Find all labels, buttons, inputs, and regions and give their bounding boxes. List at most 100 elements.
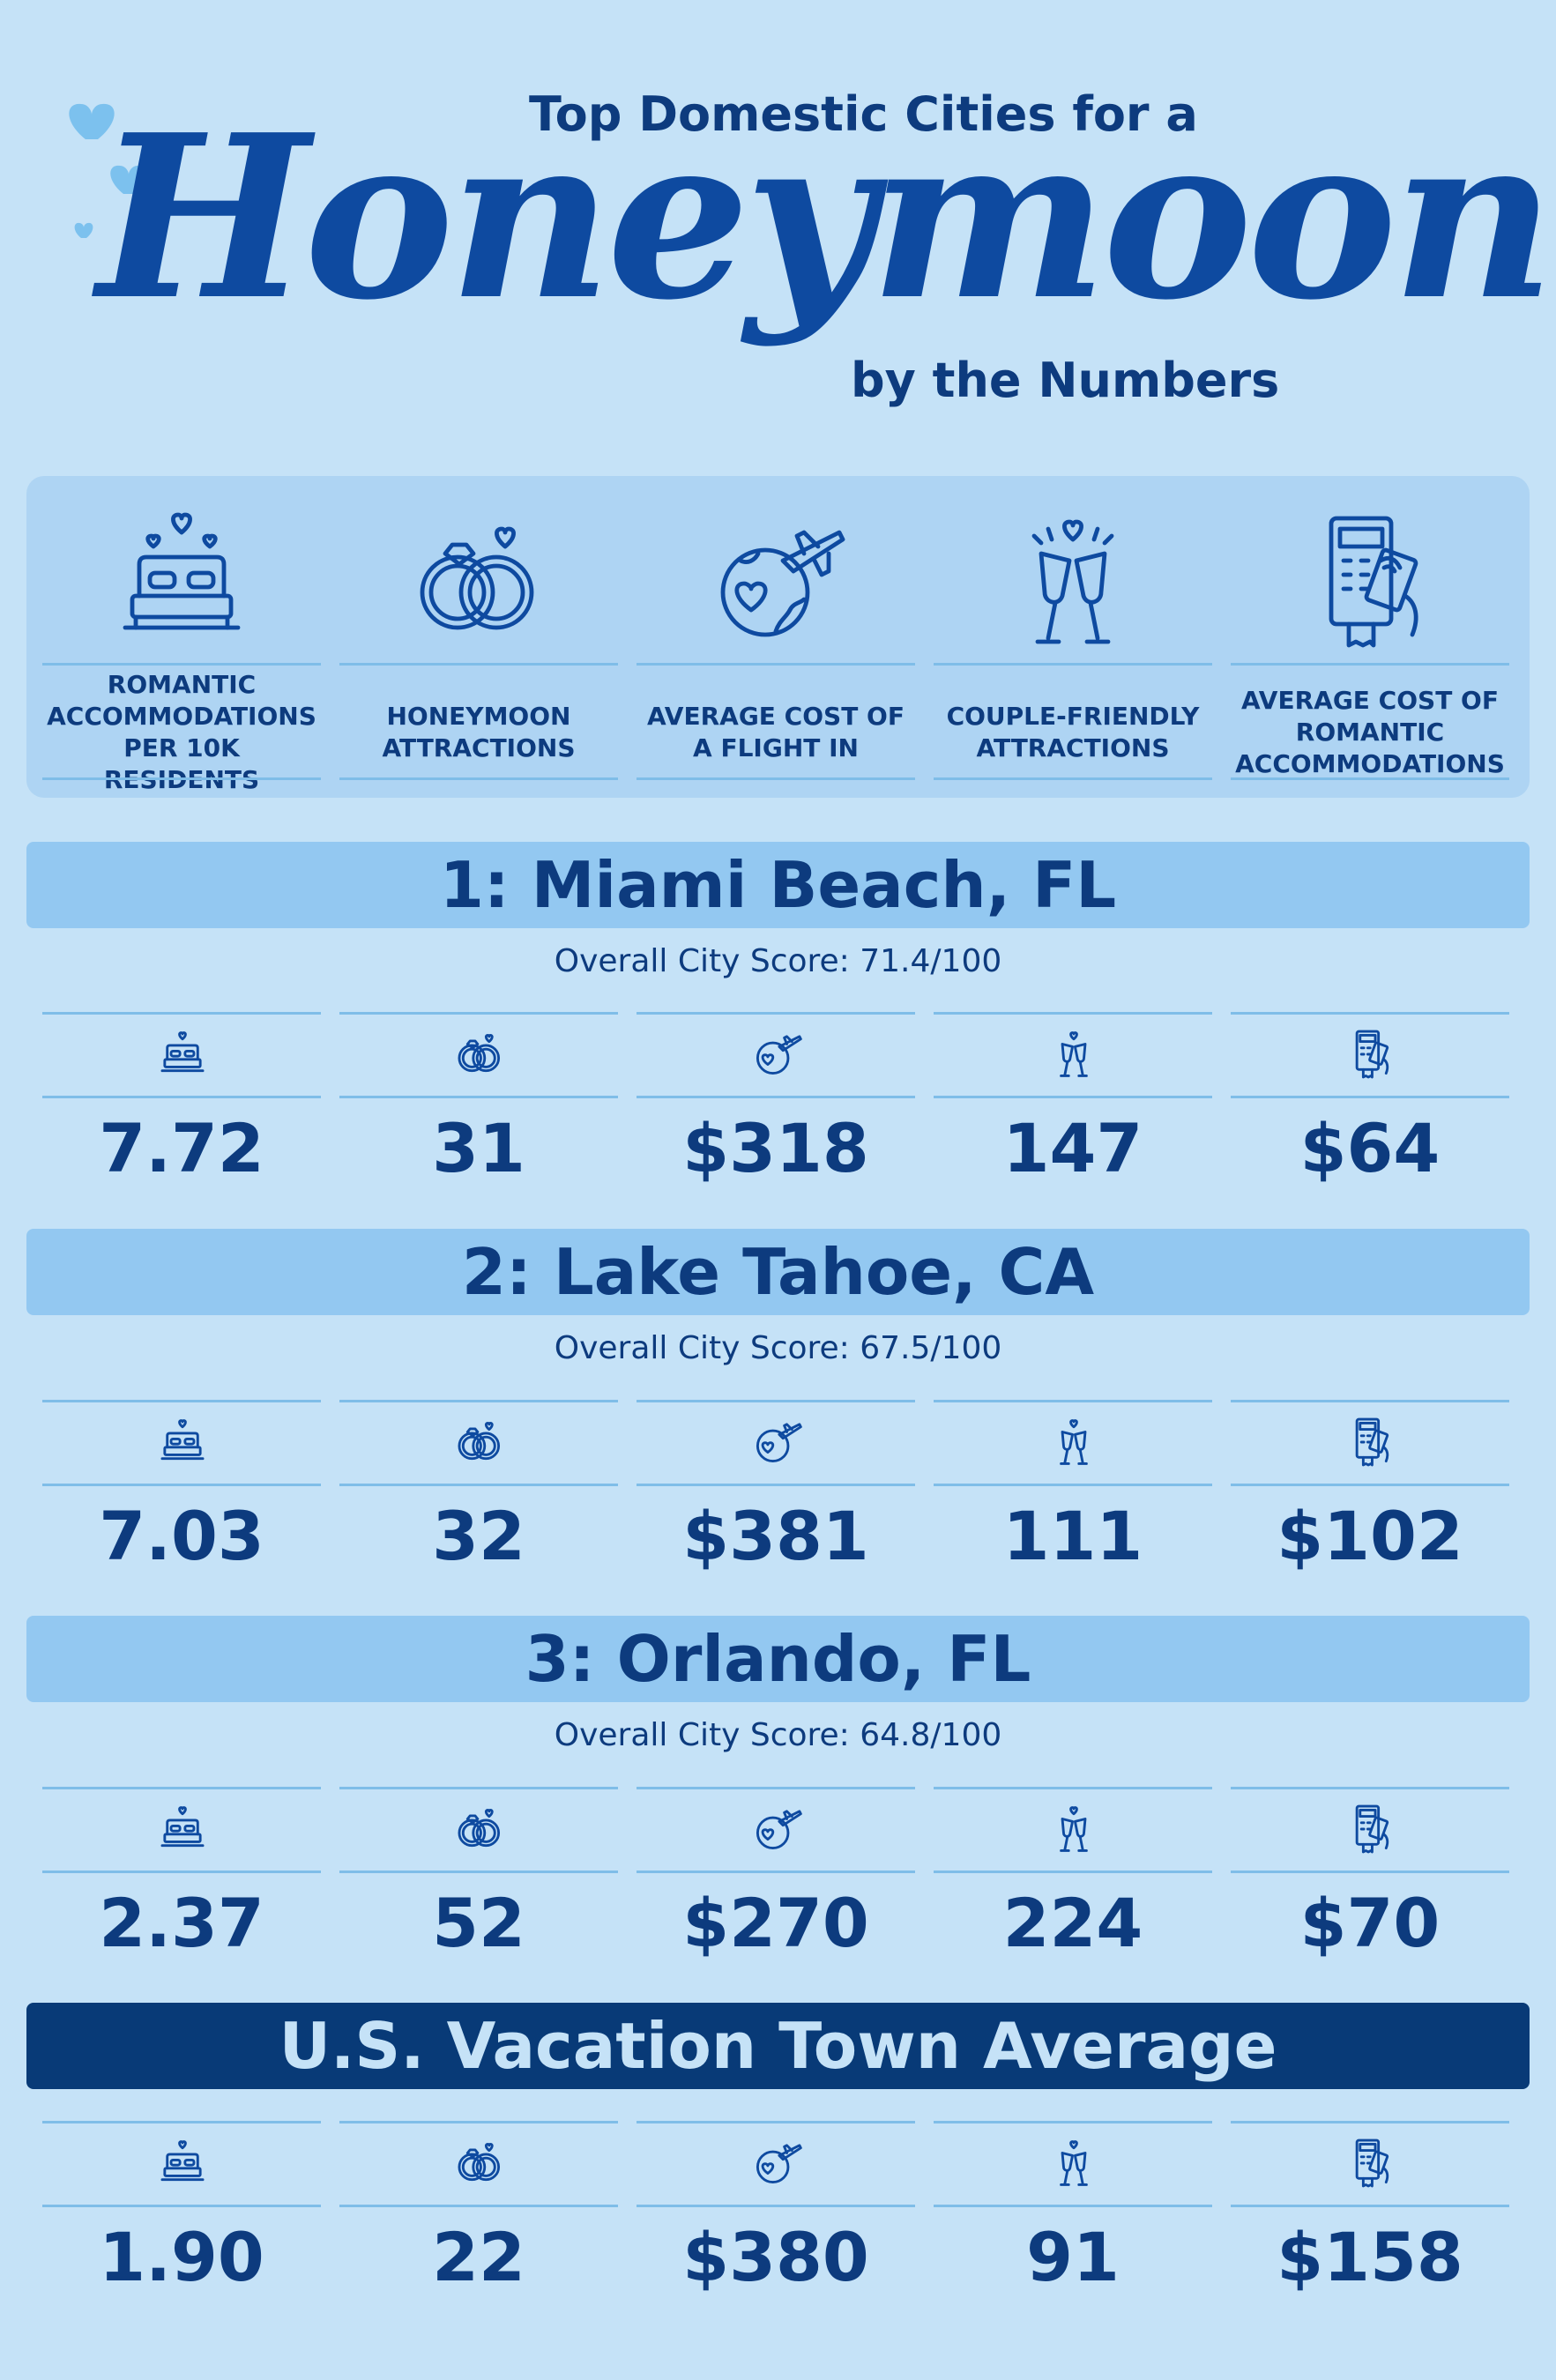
stat-value: 111 <box>1002 1497 1143 1575</box>
stat-value: $318 <box>682 1109 869 1187</box>
stat-rule-bottom <box>339 1096 618 1098</box>
legend-rule-bottom <box>1231 777 1509 780</box>
stat-rule-bottom <box>42 1871 321 1873</box>
legend-rule-top <box>934 663 1212 666</box>
stat-rule-bottom <box>42 2205 321 2207</box>
champagne-toast-icon <box>1060 2140 1088 2186</box>
stat-rule-top <box>1231 1012 1509 1015</box>
legend-rule-top <box>1231 663 1509 666</box>
stat-value: 1.90 <box>99 2218 264 2296</box>
stat-column: 224 <box>934 1787 1212 1981</box>
stat-rule-top <box>1231 1400 1509 1402</box>
stat-rule-bottom <box>42 1096 321 1098</box>
card-payment-icon <box>1355 1417 1389 1467</box>
stat-column: $64 <box>1231 1012 1509 1206</box>
stat-value: 22 <box>432 2218 525 2296</box>
stat-column: 32 <box>339 1400 618 1594</box>
globe-plane-icon <box>756 1423 802 1463</box>
stat-rule-top <box>934 1400 1212 1402</box>
hearts-decoration-icon <box>69 103 147 238</box>
champagne-toast-icon <box>1060 1419 1088 1465</box>
stat-column: 1.90 <box>42 2121 321 2315</box>
stat-rule-top <box>934 1012 1212 1015</box>
stat-rule-bottom <box>339 1484 618 1486</box>
legend-rule-top <box>637 663 915 666</box>
stat-rule-bottom <box>637 2205 915 2207</box>
bed-hearts-icon <box>123 512 241 630</box>
legend-label: HONEYMOON ATTRACTIONS <box>382 702 576 762</box>
globe-plane-icon <box>756 2144 802 2184</box>
stat-rule-top <box>339 1400 618 1402</box>
legend-rule-bottom <box>42 777 321 780</box>
stat-value: $102 <box>1277 1497 1463 1575</box>
stat-rule-bottom <box>934 1096 1212 1098</box>
stat-column: 52 <box>339 1787 618 1981</box>
rings-icon <box>420 526 534 630</box>
stat-rule-top <box>637 2121 915 2123</box>
stat-rule-top <box>339 2121 618 2123</box>
stat-rule-top <box>42 1787 321 1789</box>
rings-icon <box>458 1033 501 1073</box>
stat-rule-bottom <box>1231 1871 1509 1873</box>
rings-icon <box>458 1808 501 1848</box>
stat-column: 7.03 <box>42 1400 321 1594</box>
legend-item-accommodations: ROMANTIC ACCOMMODATIONS PER 10K RESIDENT… <box>42 476 321 798</box>
stat-rule-top <box>1231 1787 1509 1789</box>
city-score: Overall City Score: 64.8/100 <box>554 1717 1002 1753</box>
stat-value: $381 <box>682 1497 869 1575</box>
globe-plane-icon <box>720 530 845 637</box>
stat-rule-bottom <box>934 1871 1212 1873</box>
stat-value: 7.03 <box>99 1497 264 1575</box>
champagne-toast-icon <box>1031 519 1114 644</box>
bed-hearts-icon <box>160 1031 205 1073</box>
stat-column: 91 <box>934 2121 1212 2315</box>
stat-value: 32 <box>432 1497 525 1575</box>
stat-value: $158 <box>1277 2218 1463 2296</box>
city-title: 1: Miami Beach, FL <box>26 842 1530 928</box>
stat-rule-top <box>637 1012 915 1015</box>
stat-value: $64 <box>1299 1109 1441 1187</box>
stat-value: $70 <box>1299 1884 1441 1962</box>
stat-value: 31 <box>432 1109 525 1187</box>
stat-rule-bottom <box>637 1096 915 1098</box>
legend-rule-bottom <box>339 777 618 780</box>
stat-column: 31 <box>339 1012 618 1206</box>
stat-value: 224 <box>1002 1884 1143 1962</box>
stat-rule-top <box>934 1787 1212 1789</box>
stat-column: $270 <box>637 1787 915 1981</box>
stat-value: $380 <box>682 2218 869 2296</box>
legend-rule-bottom <box>934 777 1212 780</box>
legend-item-attractions: HONEYMOON ATTRACTIONS <box>339 476 618 798</box>
card-payment-icon <box>1329 516 1418 648</box>
headline-script: Honeymoon <box>97 86 1555 350</box>
stat-value: 91 <box>1026 2218 1120 2296</box>
stat-rule-bottom <box>934 1484 1212 1486</box>
bed-hearts-icon <box>160 1806 205 1848</box>
city-score: Overall City Score: 67.5/100 <box>554 1330 1002 1366</box>
stat-rule-top <box>42 2121 321 2123</box>
stat-rule-top <box>42 1400 321 1402</box>
card-payment-icon <box>1355 1804 1389 1854</box>
headline-subtitle: by the Numbers <box>851 353 1280 408</box>
stat-value: 52 <box>432 1884 525 1962</box>
stat-column: $102 <box>1231 1400 1509 1594</box>
city-score: Overall City Score: 71.4/100 <box>554 943 1002 979</box>
stat-rule-bottom <box>1231 2205 1509 2207</box>
stat-value: 147 <box>1002 1109 1143 1187</box>
city-title: 3: Orlando, FL <box>26 1616 1530 1702</box>
globe-plane-icon <box>756 1810 802 1850</box>
legend-item-flight-cost: AVERAGE COST OF A FLIGHT IN <box>637 476 915 798</box>
stat-column: 7.72 <box>42 1012 321 1206</box>
stat-column: 147 <box>934 1012 1212 1206</box>
stat-rule-bottom <box>339 2205 618 2207</box>
stat-rule-top <box>637 1787 915 1789</box>
stat-rule-bottom <box>637 1484 915 1486</box>
rings-icon <box>458 2142 501 2182</box>
stat-value: 7.72 <box>99 1109 264 1187</box>
stat-rule-top <box>637 1400 915 1402</box>
headline-top: Top Domestic Cities for a <box>529 86 1198 142</box>
legend-rule-bottom <box>637 777 915 780</box>
legend-rule-top <box>339 663 618 666</box>
champagne-toast-icon <box>1060 1031 1088 1077</box>
champagne-toast-icon <box>1060 1806 1088 1852</box>
